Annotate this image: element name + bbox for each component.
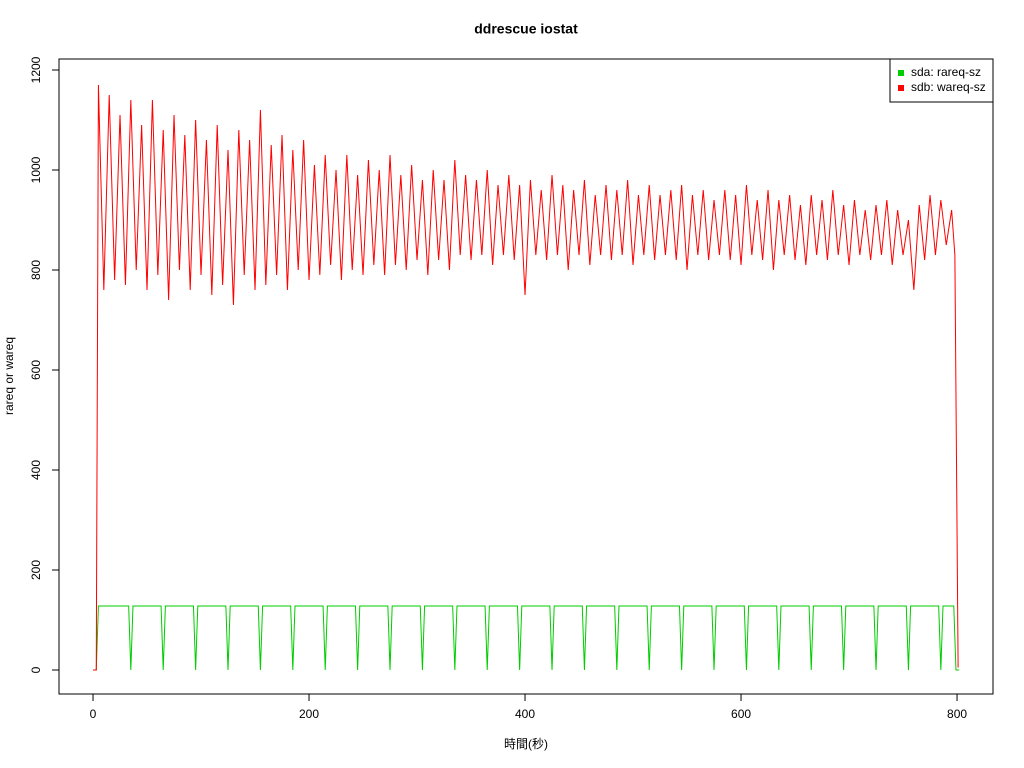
y-tick-label: 0 bbox=[29, 666, 43, 673]
y-tick-label: 1000 bbox=[29, 156, 43, 183]
y-tick-label: 200 bbox=[29, 560, 43, 580]
legend-swatch bbox=[898, 85, 904, 91]
x-tick-label: 200 bbox=[299, 707, 319, 721]
y-tick-label: 600 bbox=[29, 360, 43, 380]
x-axis-label: 時間(秒) bbox=[504, 737, 548, 751]
x-tick-label: 800 bbox=[947, 707, 967, 721]
x-tick-label: 0 bbox=[90, 707, 97, 721]
legend-box bbox=[889, 58, 994, 103]
y-tick-label: 400 bbox=[29, 460, 43, 480]
y-tick-label: 800 bbox=[29, 260, 43, 280]
y-axis-label: rareq or wareq bbox=[2, 337, 16, 415]
series-line bbox=[93, 84, 959, 671]
legend-swatch bbox=[898, 70, 904, 76]
series-line bbox=[93, 605, 960, 671]
y-tick-label: 1200 bbox=[29, 56, 43, 83]
legend-label: sdb: wareq-sz bbox=[911, 80, 986, 94]
x-tick-label: 600 bbox=[731, 707, 751, 721]
x-tick-label: 400 bbox=[515, 707, 535, 721]
legend-label: sda: rareq-sz bbox=[911, 65, 981, 79]
chart-title: ddrescue iostat bbox=[474, 21, 578, 37]
